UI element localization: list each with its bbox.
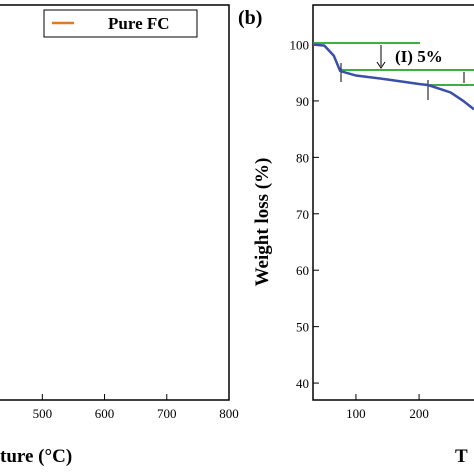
data-line: [313, 43, 474, 111]
axes-frame: [312, 4, 474, 401]
x-axis-label: T: [455, 446, 468, 467]
y-tick-label: 40: [296, 376, 309, 391]
reference-lines: [313, 42, 474, 100]
legend-label: Pure FC: [108, 14, 170, 33]
x-tick-label: 600: [95, 406, 115, 421]
x-tick-label: 200: [409, 406, 429, 421]
y-tick-label: 90: [296, 94, 309, 109]
x-tick-label: 500: [33, 406, 53, 421]
arrow-head: [376, 61, 386, 69]
plot-area: [313, 43, 474, 111]
y-tick-label: 100: [290, 38, 310, 53]
x-tick-label: 700: [157, 406, 177, 421]
axes-frame: [0, 4, 230, 401]
y-tick-label: 80: [296, 150, 309, 165]
x-axis-label: ture (°C): [0, 446, 72, 467]
y-tick-label: 70: [296, 207, 309, 222]
y-axis-label: Weight loss (%): [252, 158, 273, 287]
x-tick-label: 800: [219, 406, 239, 421]
x-tick-label: 100: [346, 406, 366, 421]
y-tick-label: 50: [296, 320, 309, 335]
panel-label: (b): [238, 7, 262, 29]
y-tick-label: 60: [296, 263, 309, 278]
annotation: (I) 5%: [395, 47, 443, 66]
